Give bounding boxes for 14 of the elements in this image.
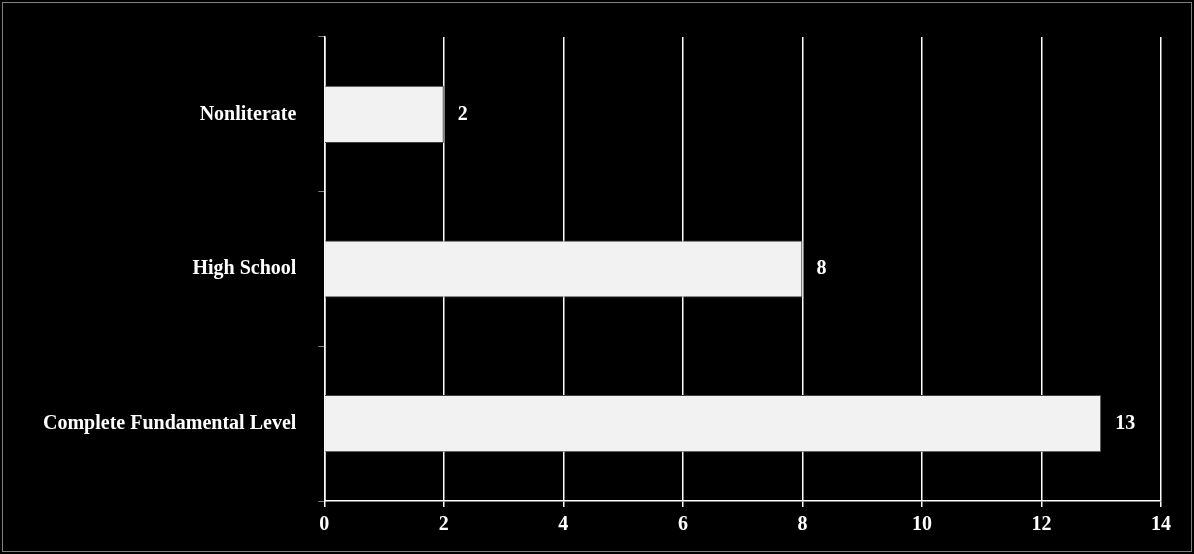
data-label: 8	[816, 256, 827, 279]
x-tick-label: 0	[319, 512, 330, 535]
x-tick-label: 10	[911, 512, 932, 535]
x-tick-label: 6	[677, 512, 688, 535]
x-tick-label: 14	[1151, 512, 1171, 535]
x-tick-label: 2	[438, 512, 449, 535]
data-label: 2	[457, 101, 468, 124]
y-tick-label: High School	[192, 256, 297, 280]
x-tick-label: 4	[558, 512, 569, 535]
data-label: 13	[1115, 410, 1136, 433]
y-tick-label: Nonliterate	[199, 101, 297, 124]
x-tick-label: 8	[797, 512, 808, 535]
x-tick-label: 12	[1031, 512, 1052, 535]
y-tick-label: Complete Fundamental Level	[43, 410, 297, 434]
